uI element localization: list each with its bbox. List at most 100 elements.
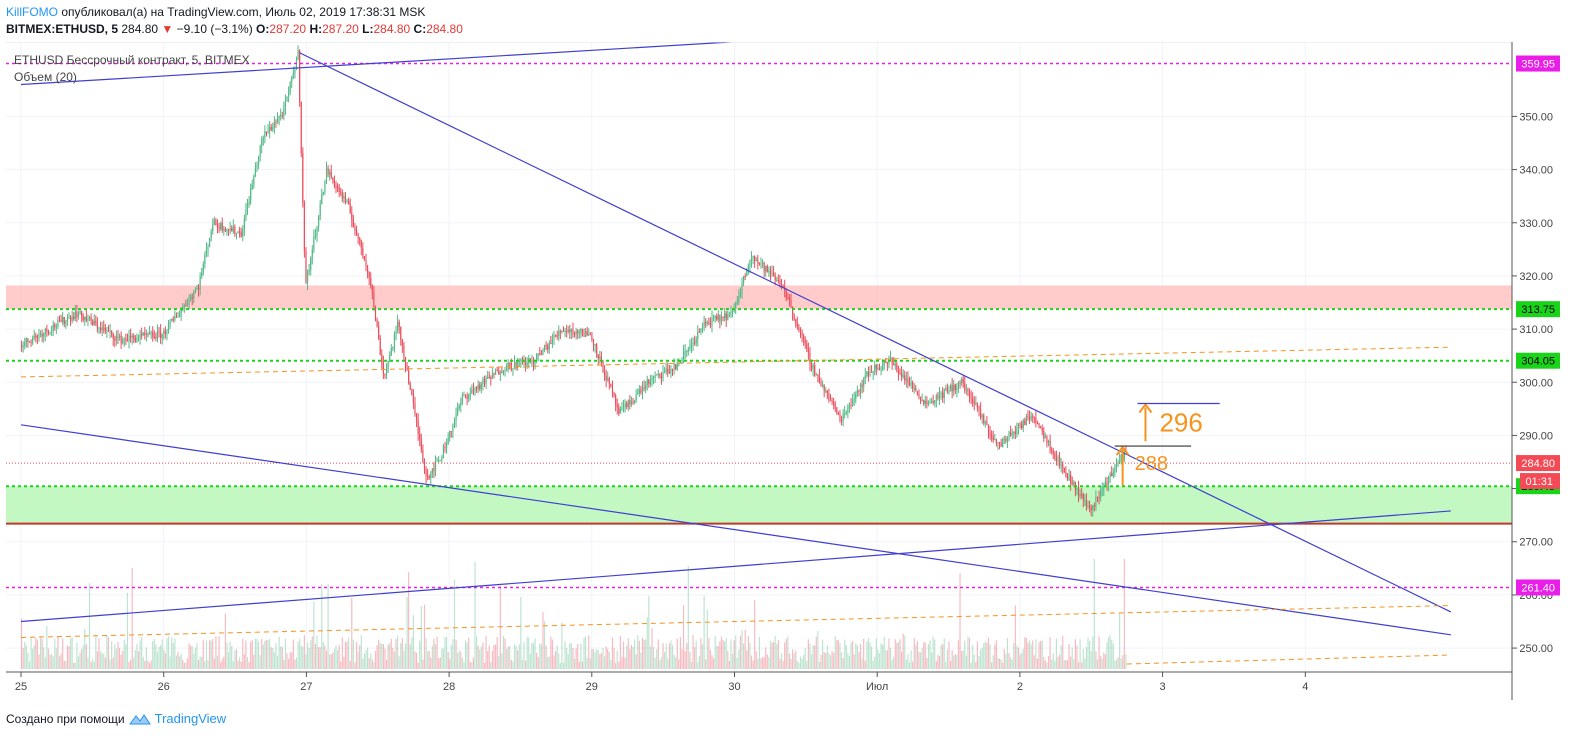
candle-body (261, 138, 263, 147)
volume-bar (518, 644, 520, 669)
volume-bar (257, 641, 260, 669)
plot-background[interactable] (6, 42, 1512, 672)
volume-bar (532, 643, 535, 669)
volume-bar (662, 643, 664, 669)
candle-body (164, 330, 166, 334)
candle-body (504, 370, 506, 372)
volume-bar (186, 658, 189, 669)
volume-bar (453, 579, 456, 669)
candle-body (640, 388, 642, 393)
volume-bar (818, 661, 821, 669)
volume-bar (199, 656, 201, 669)
volume-bar (136, 644, 138, 669)
trendlines[interactable] (20, 42, 1452, 665)
volume-bar (973, 654, 975, 669)
candle-body (286, 96, 288, 102)
volume-bar (21, 618, 23, 669)
volume-bar (528, 637, 530, 669)
volume-bar (447, 652, 449, 669)
candle-body (545, 344, 547, 347)
price-chart[interactable]: 296 288 ETHUSD Бессрочный контракт, 5, BI… (0, 42, 1584, 707)
candle-body (956, 385, 958, 391)
candle-body (229, 228, 231, 231)
volume-bar (872, 660, 874, 669)
volume-bar (1003, 648, 1005, 669)
targets[interactable]: 296 288 (1114, 402, 1220, 486)
volume-bar (618, 661, 620, 669)
candle-body (104, 328, 106, 331)
candle-body (1106, 481, 1108, 485)
volume-bar (750, 655, 753, 669)
candle-body (624, 403, 626, 408)
volume-bar (638, 640, 640, 669)
volume-bar (278, 636, 280, 669)
candle-body (427, 476, 429, 478)
volume-bar (670, 640, 672, 669)
x-tick-label: 27 (300, 681, 312, 693)
volume-bar (1114, 660, 1116, 669)
candle-body (73, 316, 75, 319)
candle-body (52, 324, 54, 331)
candle-body (1028, 417, 1031, 420)
volume-bar (874, 656, 876, 669)
volume-bar (174, 638, 176, 669)
candle-body (33, 335, 35, 338)
channel-dashed-line (20, 346, 1451, 378)
volume-bar (967, 636, 969, 669)
volume-bar (559, 662, 561, 669)
candle-body (913, 387, 915, 389)
candle-body (445, 444, 448, 449)
time-axis[interactable]: 25 26 27 28 29 30 Июл 2 3 4 (15, 672, 1308, 693)
candle-body (305, 251, 307, 283)
candle-body (580, 328, 582, 333)
volume-bar (916, 641, 918, 669)
price-badge-label: 304.05 (1521, 356, 1555, 368)
volume-bar (859, 643, 862, 669)
volume-bar (675, 657, 677, 669)
candle-body (169, 321, 171, 325)
volume-bar (41, 638, 43, 669)
candle-body (436, 460, 438, 462)
candle-body (141, 333, 143, 336)
candle-body (572, 328, 574, 334)
candle-body (357, 234, 359, 238)
candle-body (359, 237, 361, 240)
volume-bar (659, 660, 661, 669)
volume-bar (891, 659, 893, 669)
candle-body (360, 239, 362, 248)
candle-body (648, 379, 650, 385)
volume-bar (256, 638, 258, 669)
volume-bar (978, 655, 980, 669)
volume-bar (965, 655, 967, 669)
candle-body (288, 92, 290, 97)
author-name[interactable]: KillFOMO (6, 5, 58, 19)
tradingview-brand[interactable]: TradingView (154, 711, 227, 726)
volume-bar (373, 662, 375, 669)
x-tick-label: 26 (158, 681, 170, 693)
volume-bar (908, 662, 911, 669)
volume-bar (897, 642, 900, 669)
candle-body (239, 231, 241, 233)
volume-bar (322, 642, 324, 669)
volume-bar (346, 641, 348, 669)
volume-bar (52, 656, 54, 669)
candle-body (371, 285, 373, 293)
price-axis[interactable]: 250.00260.00270.00280.00290.00300.00310.… (1512, 111, 1553, 655)
candle-body (998, 442, 1001, 444)
volume-bar (387, 644, 389, 669)
volume-bar (905, 659, 907, 669)
candle-body (1060, 464, 1062, 466)
volume-bar (27, 652, 29, 669)
volume-bar (144, 660, 146, 669)
low-label: L: (362, 22, 374, 36)
volume-bar (103, 653, 105, 669)
price-badge-label: 359.95 (1521, 59, 1555, 71)
candle-body (861, 383, 863, 387)
candle-body (487, 377, 489, 379)
candle-body (844, 412, 846, 414)
y-tick-label: 350.00 (1519, 111, 1553, 123)
volume-bar (128, 661, 130, 669)
candle-body (708, 322, 710, 324)
volume-bar (438, 658, 440, 669)
candle-body (98, 328, 100, 330)
